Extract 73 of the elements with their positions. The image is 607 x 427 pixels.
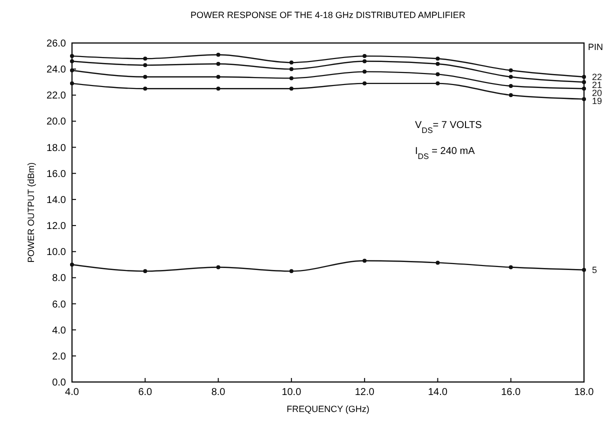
annotation: V$_{DS}$= 7 VOLTS	[415, 120, 482, 134]
y-tick-label: 26.0	[46, 38, 66, 50]
point	[216, 62, 220, 66]
x-tick-label: 6.0	[138, 387, 153, 398]
chart-title: POWER RESPONSE OF THE 4-18 GHz DISTRIBUTED AMPLIFIER	[190, 10, 466, 20]
point	[582, 97, 586, 102]
x-axis-title: FREQUENCY (GHz)	[286, 404, 370, 414]
point	[143, 86, 148, 91]
point	[582, 268, 586, 272]
y-tick-label: 22.0	[46, 90, 66, 102]
x-tick-label: 4.0	[65, 387, 80, 398]
x-tick-label: 8.0	[211, 387, 226, 398]
series-label: 5	[592, 265, 598, 276]
y-tick-label: 10.0	[46, 247, 66, 258]
x-tick-label: 18.0	[574, 387, 594, 398]
point	[70, 68, 74, 72]
y-tick-label: 14.0	[46, 194, 66, 206]
series-label: 22	[592, 72, 602, 82]
point	[216, 86, 220, 91]
point	[70, 81, 74, 86]
point	[70, 262, 74, 267]
legend-title: PIN	[588, 42, 604, 52]
point	[508, 84, 513, 88]
y-tick-label: 18.0	[46, 142, 66, 154]
y-tick-label: 24.0	[46, 64, 66, 76]
point	[582, 86, 586, 91]
point	[289, 86, 294, 91]
series-label: 21	[592, 80, 602, 90]
x-tick-label: 14.0	[428, 387, 448, 398]
y-tick-label: 8.0	[52, 273, 66, 284]
point	[289, 269, 294, 274]
point	[508, 93, 513, 98]
y-axis-title: POWER OUTPUT (dBm)	[26, 162, 36, 263]
point	[362, 70, 367, 74]
point	[436, 260, 440, 265]
point	[143, 74, 148, 79]
point	[143, 56, 148, 61]
point	[289, 60, 294, 65]
x-tick-label: 10.0	[282, 387, 302, 398]
point	[436, 62, 440, 66]
point	[582, 74, 586, 79]
y-tick-label: 20.0	[46, 116, 66, 128]
point	[508, 68, 513, 72]
y-tick-label: 12.0	[46, 221, 66, 232]
series-label: 19	[592, 96, 602, 106]
point	[143, 63, 148, 68]
point	[70, 59, 74, 64]
y-tick-label: 0.0	[52, 378, 66, 388]
point	[436, 81, 440, 86]
point	[508, 74, 513, 79]
point	[362, 54, 367, 58]
point	[289, 67, 294, 72]
point	[289, 76, 294, 80]
point	[362, 59, 367, 64]
annotation: I$_{DS}$ = 240 mA	[415, 146, 476, 160]
y-tick-label: 2.0	[52, 351, 66, 362]
point	[436, 56, 440, 61]
point	[143, 269, 148, 274]
point	[436, 72, 440, 76]
point	[70, 54, 74, 58]
point	[216, 52, 220, 57]
point	[216, 74, 220, 79]
point	[362, 81, 367, 86]
y-tick-label: 6.0	[52, 299, 66, 310]
y-tick-label: 4.0	[52, 325, 66, 336]
point	[362, 258, 367, 263]
series-label: 20	[592, 88, 602, 98]
y-tick-label: 16.0	[46, 168, 66, 180]
point	[582, 80, 586, 84]
point	[508, 265, 513, 270]
x-tick-label: 16.0	[501, 387, 522, 398]
x-tick-label: 12.0	[354, 387, 375, 398]
point	[216, 265, 220, 270]
